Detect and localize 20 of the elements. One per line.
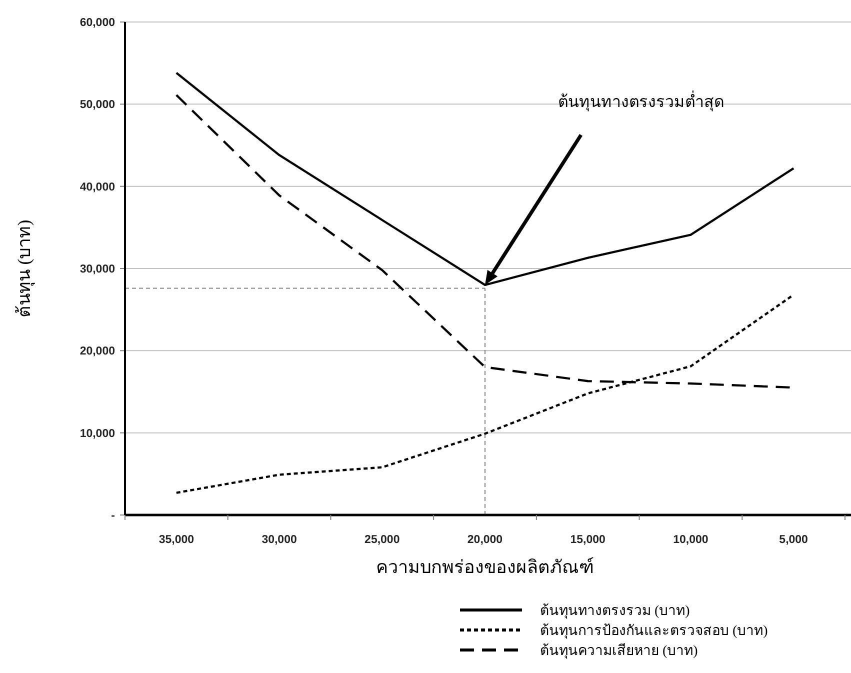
legend-label: ต้นทุนการป้องกันและตรวจสอบ (บาท) [540,623,768,639]
y-tick-label: 50,000 [80,99,115,112]
x-tick-label: 35,000 [158,534,194,546]
legend-label: ต้นทุนความเสียหาย (บาท) [540,643,698,659]
legend-label: ต้นทุนทางตรงรวม (บาท) [540,603,690,619]
x-tick-label: 5,000 [779,534,808,546]
x-tick-label: 30,000 [262,534,297,546]
x-tick-label: 10,000 [673,534,708,546]
x-axis-title: ความบกพร่องของผลิตภัณฑ์ [376,557,594,577]
y-axis-title: ต้นทุน (บาท) [14,220,35,318]
annotation: ต้นทุนทางตรงรวมต่ำสุด [558,90,724,112]
y-tick-label: 20,000 [80,346,115,358]
y-tick-label: - [111,510,116,522]
y-tick-label: 40,000 [80,181,115,194]
y-tick-label: 30,000 [80,264,115,276]
x-tick-label: 15,000 [570,534,606,546]
x-tick-label: 25,000 [364,534,400,546]
y-tick-label: 60,000 [80,17,115,29]
x-tick-label: 20,000 [467,534,503,546]
y-tick-label: 10,000 [80,428,115,440]
